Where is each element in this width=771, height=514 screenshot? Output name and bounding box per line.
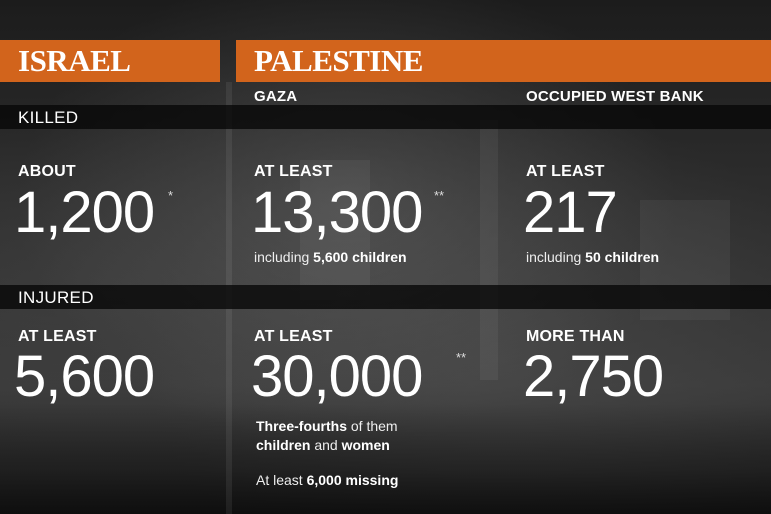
gaza-injured-note-bold-a: Three-fourths	[256, 418, 347, 434]
west-bank-killed-qualifier: AT LEAST	[526, 163, 605, 180]
gaza-injured-note-text-a: of them	[347, 418, 398, 434]
killed-band: KILLED	[0, 105, 771, 129]
gaza-injured-qualifier: AT LEAST	[254, 328, 333, 345]
israel-injured-qualifier: AT LEAST	[18, 328, 97, 345]
israel-killed-footnote-mark: *	[168, 188, 174, 203]
gaza-killed-note-prefix: including	[254, 249, 314, 265]
gaza-injured-note-bold-b: children	[256, 437, 311, 453]
palestine-header: PALESTINE	[254, 43, 423, 78]
west-bank-injured-qualifier: MORE THAN	[526, 328, 625, 345]
gaza-missing-note-prefix: At least	[256, 472, 307, 488]
gaza-missing-note-bold: 6,000 missing	[306, 472, 399, 488]
gaza-injured-note-1b: children and women	[256, 437, 390, 453]
israel-injured-number: 5,600	[14, 344, 155, 409]
israel-killed-number: 1,200	[14, 180, 155, 245]
gaza-injured-number: 30,000	[251, 344, 423, 409]
west-bank-killed-note-bold: 50 children	[585, 249, 660, 265]
israel-header-banner: ISRAEL	[0, 40, 220, 82]
gaza-injured-note-text-b: and	[310, 437, 342, 453]
west-bank-killed-note: including 50 children	[526, 249, 659, 265]
west-bank-killed-number: 217	[523, 180, 618, 245]
gaza-killed-number: 13,300	[251, 180, 423, 245]
gaza-label: GAZA	[254, 88, 298, 105]
gaza-killed-footnote-mark: **	[434, 188, 445, 203]
background-rubble	[0, 404, 771, 514]
palestine-header-banner: PALESTINE	[236, 40, 771, 82]
gaza-injured-note-bold-c: women	[341, 437, 390, 453]
gaza-injured-footnote-mark: **	[456, 350, 467, 365]
israel-header: ISRAEL	[18, 43, 131, 78]
injured-label: INJURED	[18, 288, 94, 307]
gaza-killed-qualifier: AT LEAST	[254, 163, 333, 180]
west-bank-label: OCCUPIED WEST BANK	[526, 88, 704, 105]
background-pole	[480, 120, 498, 380]
west-bank-injured-number: 2,750	[523, 344, 664, 409]
gaza-missing-note: At least 6,000 missing	[256, 472, 398, 488]
gaza-injured-note-1a: Three-fourths of them	[256, 418, 398, 434]
west-bank-killed-note-prefix: including	[526, 249, 586, 265]
killed-label: KILLED	[18, 108, 79, 127]
gaza-killed-note-bold: 5,600 children	[313, 249, 407, 265]
injured-band: INJURED	[0, 285, 771, 309]
gaza-killed-note: including 5,600 children	[254, 249, 407, 265]
israel-killed-qualifier: ABOUT	[18, 163, 76, 180]
background-building	[300, 160, 370, 300]
